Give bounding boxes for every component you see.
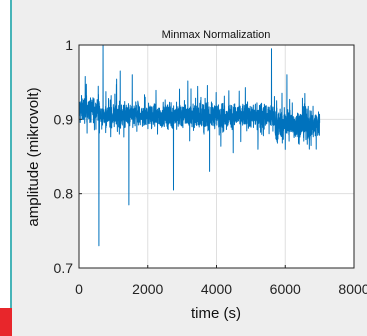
series-line — [78, 44, 321, 247]
y-tick-label: 0.8 — [54, 186, 74, 202]
window-edge-line — [10, 0, 12, 310]
x-tick-label: 0 — [75, 281, 83, 297]
y-tick-label: 0.9 — [54, 111, 74, 127]
figure-area: 0 2000 4000 6000 8000 0.7 0.8 0.9 1 Minmax Norm… — [12, 0, 367, 336]
y-tick-label: 0.7 — [54, 260, 74, 276]
y-axis-label: amplitude (mikrovolt) — [25, 87, 42, 226]
x-tick-label: 8000 — [338, 281, 367, 297]
left-window-strip — [0, 0, 12, 336]
red-taskbar-block — [0, 308, 12, 336]
y-axis-ticks: 0.7 0.8 0.9 1 — [54, 37, 82, 276]
line-chart: 0 2000 4000 6000 8000 0.7 0.8 0.9 1 Minmax Norm… — [25, 29, 367, 322]
x-axis-ticks: 0 2000 4000 6000 8000 — [75, 265, 367, 297]
x-tick-label: 2000 — [132, 281, 163, 297]
y-tick-label: 1 — [65, 37, 73, 53]
x-axis-label: time (s) — [191, 305, 241, 322]
x-tick-label: 6000 — [270, 281, 301, 297]
chart-title: Minmax Normalization — [162, 29, 271, 41]
x-tick-label: 4000 — [201, 281, 232, 297]
